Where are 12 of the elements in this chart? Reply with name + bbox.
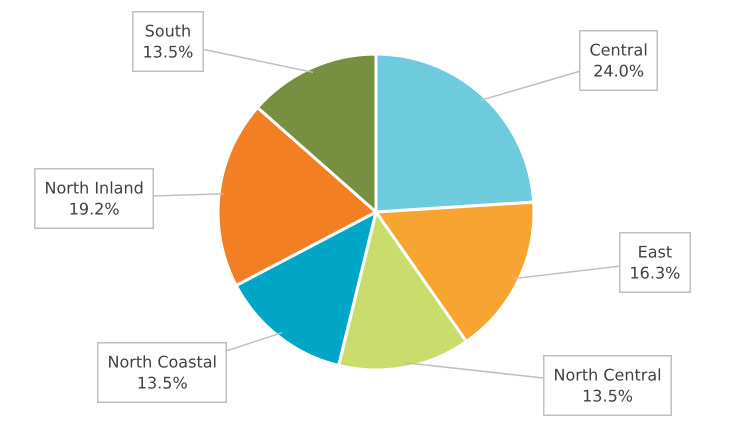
data-label: 19.2% [68, 199, 120, 218]
slice-label: North Central [554, 366, 662, 384]
slice-label: North Inland [44, 178, 144, 198]
data-label: 16.3% [630, 263, 680, 282]
slice-label: Central [590, 40, 648, 60]
data-label: 13.5% [142, 42, 194, 62]
data-label: 24.0% [593, 61, 644, 80]
slice-label: North Coastal [108, 352, 217, 372]
data-label: 13.5% [136, 373, 188, 392]
slice-label: East [638, 242, 672, 262]
slice-label: South [144, 22, 192, 40]
data-label: 13.5% [582, 386, 633, 406]
